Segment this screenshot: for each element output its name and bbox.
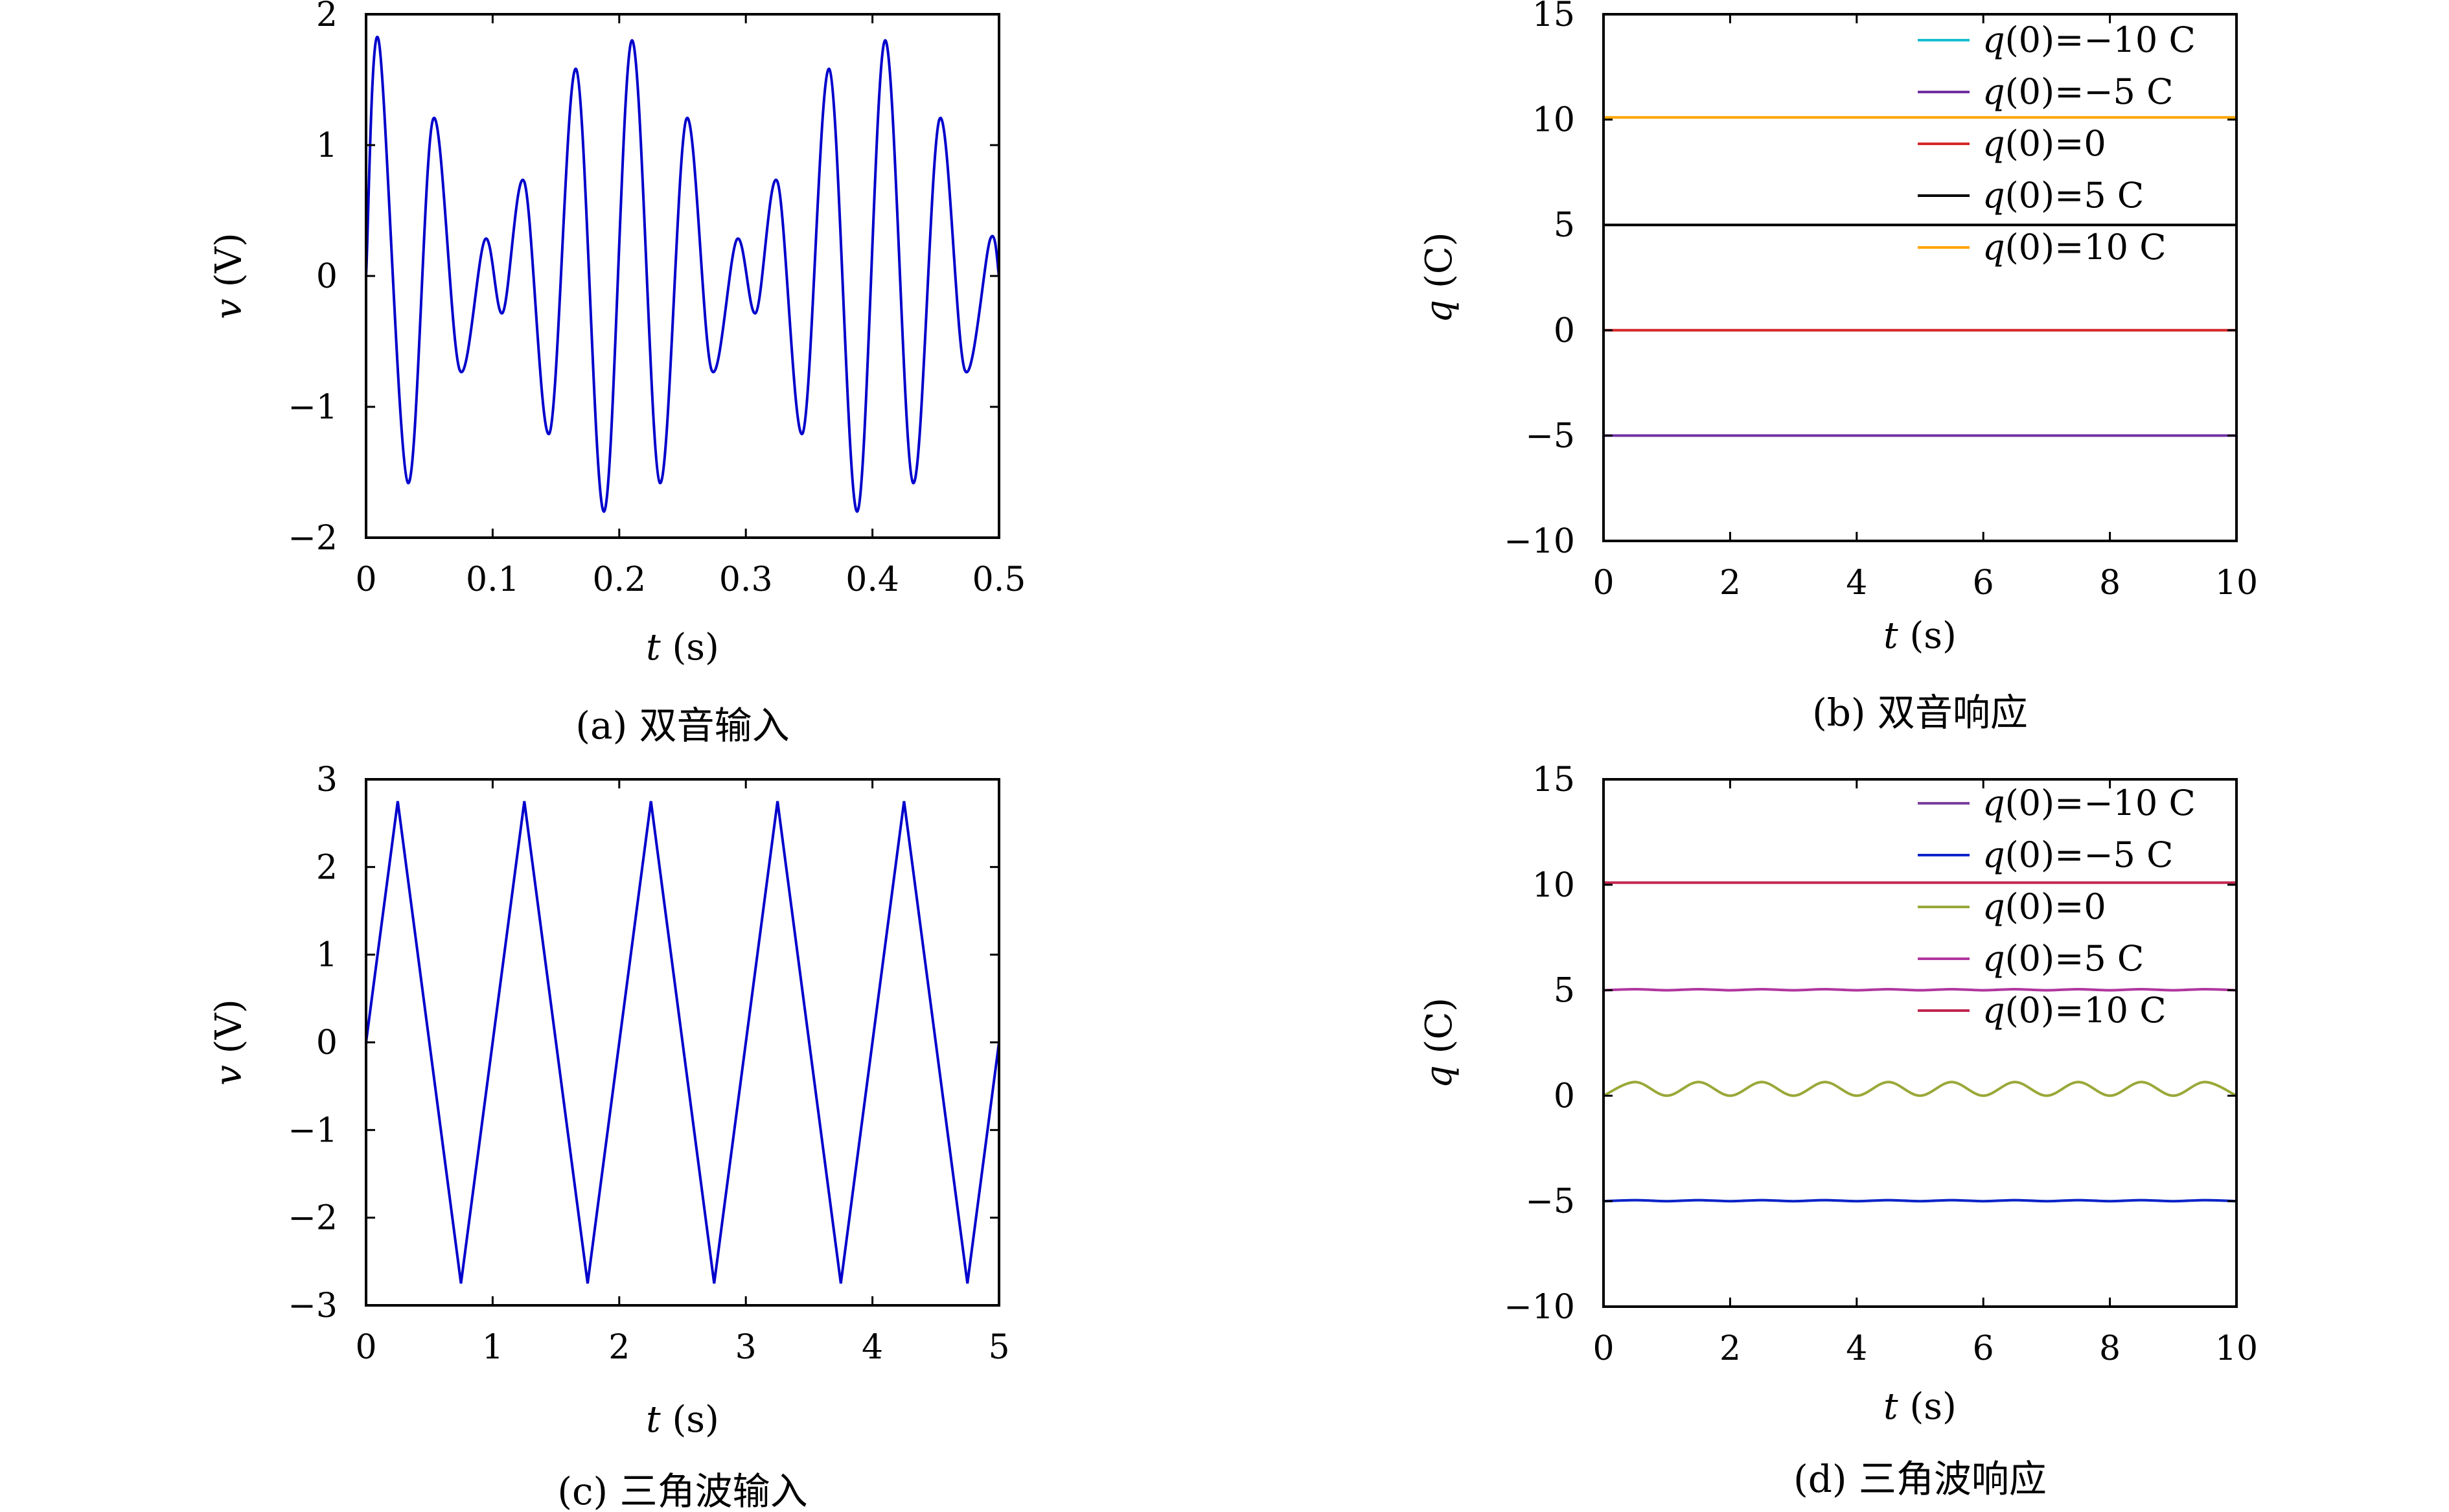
y-tick-label: −2 [288,1199,338,1238]
x-tick-label: 4 [862,1328,883,1367]
y-axis-label: v (V) [208,999,250,1086]
x-tick-label: 8 [2099,1329,2121,1368]
legend-entry: q(0)=−10 C [1983,783,2196,823]
y-tick-label: 15 [1532,761,1575,799]
x-axis-label: t (s) [646,626,719,669]
y-axis-label: q (C) [1418,232,1460,323]
y-tick-label: 0 [1554,312,1575,350]
x-tick-label: 0.5 [972,560,1026,599]
y-tick-label: −1 [288,388,338,427]
x-tick-label: 2 [1719,564,1741,602]
panel-caption: (b) 双音响应 [1812,691,2028,735]
y-tick-label: 10 [1532,866,1575,905]
x-tick-label: 0.3 [719,560,773,599]
y-tick-label: −3 [288,1287,338,1325]
legend-entry: q(0)=−5 C [1983,71,2173,112]
y-tick-label: 10 [1532,101,1575,140]
y-axis-label: q (C) [1418,998,1460,1088]
legend-entry: q(0)=−5 C [1983,834,2173,875]
y-tick-label: −10 [1504,1288,1575,1327]
panel-c: 0 1 2 3 4 5 −3 −2 −1 0 1 2 3 t (s) v (V) (c) 三角波输入 [208,761,1010,1512]
y-tick-label: 5 [1554,972,1575,1011]
series-line-d-2 [1604,1081,2236,1097]
y-tick-label: 1 [316,126,338,165]
series-line-a-0 [366,36,999,513]
x-tick-label: 4 [1846,1329,1867,1368]
x-tick-label: 4 [1846,564,1867,602]
y-tick-label: −5 [1525,1182,1575,1221]
x-tick-label: 10 [2215,564,2258,602]
x-tick-label: 0.4 [845,560,899,599]
x-tick-label: 0.1 [466,560,520,599]
legend-entry: q(0)=10 C [1983,227,2167,268]
x-axis-label: t (s) [1883,1386,1957,1428]
panel-caption: (a) 双音输入 [575,704,789,748]
plot-frame [1602,778,2238,1308]
panel-a: 0 0.1 0.2 0.3 0.4 0.5 −2 −1 0 1 2 t (s) v (V) (a) 双音输… [208,0,1026,748]
y-tick-label: 0 [316,1024,338,1062]
x-axis-label: t (s) [646,1399,719,1441]
y-tick-label: 3 [316,761,338,799]
y-tick-label: 5 [1554,206,1575,245]
x-tick-label: 3 [735,1328,757,1367]
x-tick-label: 6 [1973,1329,1994,1368]
legend-entry: q(0)=5 C [1983,175,2144,216]
y-tick-label: 0 [316,257,338,296]
y-tick-label: 2 [316,0,338,34]
legend-entry: q(0)=0 [1983,123,2106,164]
series-line-d-1 [1604,1198,2236,1203]
x-tick-label: 0 [1592,564,1614,602]
legend-entry: q(0)=−10 C [1983,19,2196,60]
x-tick-label: 8 [2099,564,2121,602]
x-tick-label: 2 [1719,1329,1741,1368]
y-tick-label: 1 [316,936,338,975]
y-tick-label: −10 [1504,522,1575,561]
x-tick-label: 0 [355,560,376,599]
x-tick-label: 2 [608,1328,630,1367]
y-tick-label: −5 [1525,417,1575,455]
x-tick-label: 0 [1592,1329,1614,1368]
plot-frame [1602,13,2238,542]
y-tick-label: 2 [316,848,338,887]
x-tick-label: 1 [482,1328,503,1367]
panel-caption: (d) 三角波响应 [1793,1457,2047,1501]
y-tick-label: −1 [288,1111,338,1150]
x-tick-label: 0.2 [592,560,646,599]
x-tick-label: 5 [988,1328,1009,1367]
legend: q(0)=−10 C q(0)=−5 C q(0)=0 q(0)=5 C q(0)=10… [1918,19,2196,268]
legend-entry: q(0)=5 C [1983,938,2144,979]
x-tick-label: 6 [1973,564,1994,602]
x-tick-label: 0 [355,1328,376,1367]
x-axis-label: t (s) [1883,615,1957,657]
panel-caption: (c) 三角波输入 [557,1469,807,1512]
y-axis-label: v (V) [208,233,250,319]
y-tick-label: −2 [288,519,338,558]
plot-frame [365,13,1000,539]
series-line-d-3 [1604,987,2236,992]
series-line-c-0 [366,801,999,1284]
legend-entry: q(0)=10 C [1983,990,2167,1031]
y-tick-label: 0 [1554,1077,1575,1116]
legend-entry: q(0)=0 [1983,886,2106,927]
y-tick-label: 15 [1532,0,1575,34]
x-tick-label: 10 [2215,1329,2258,1368]
legend: q(0)=−10 C q(0)=−5 C q(0)=0 q(0)=5 C q(0)=10… [1918,783,2196,1031]
